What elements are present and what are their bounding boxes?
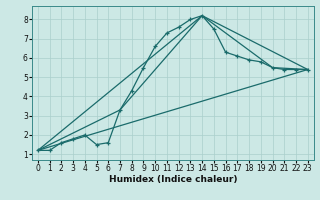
- X-axis label: Humidex (Indice chaleur): Humidex (Indice chaleur): [108, 175, 237, 184]
